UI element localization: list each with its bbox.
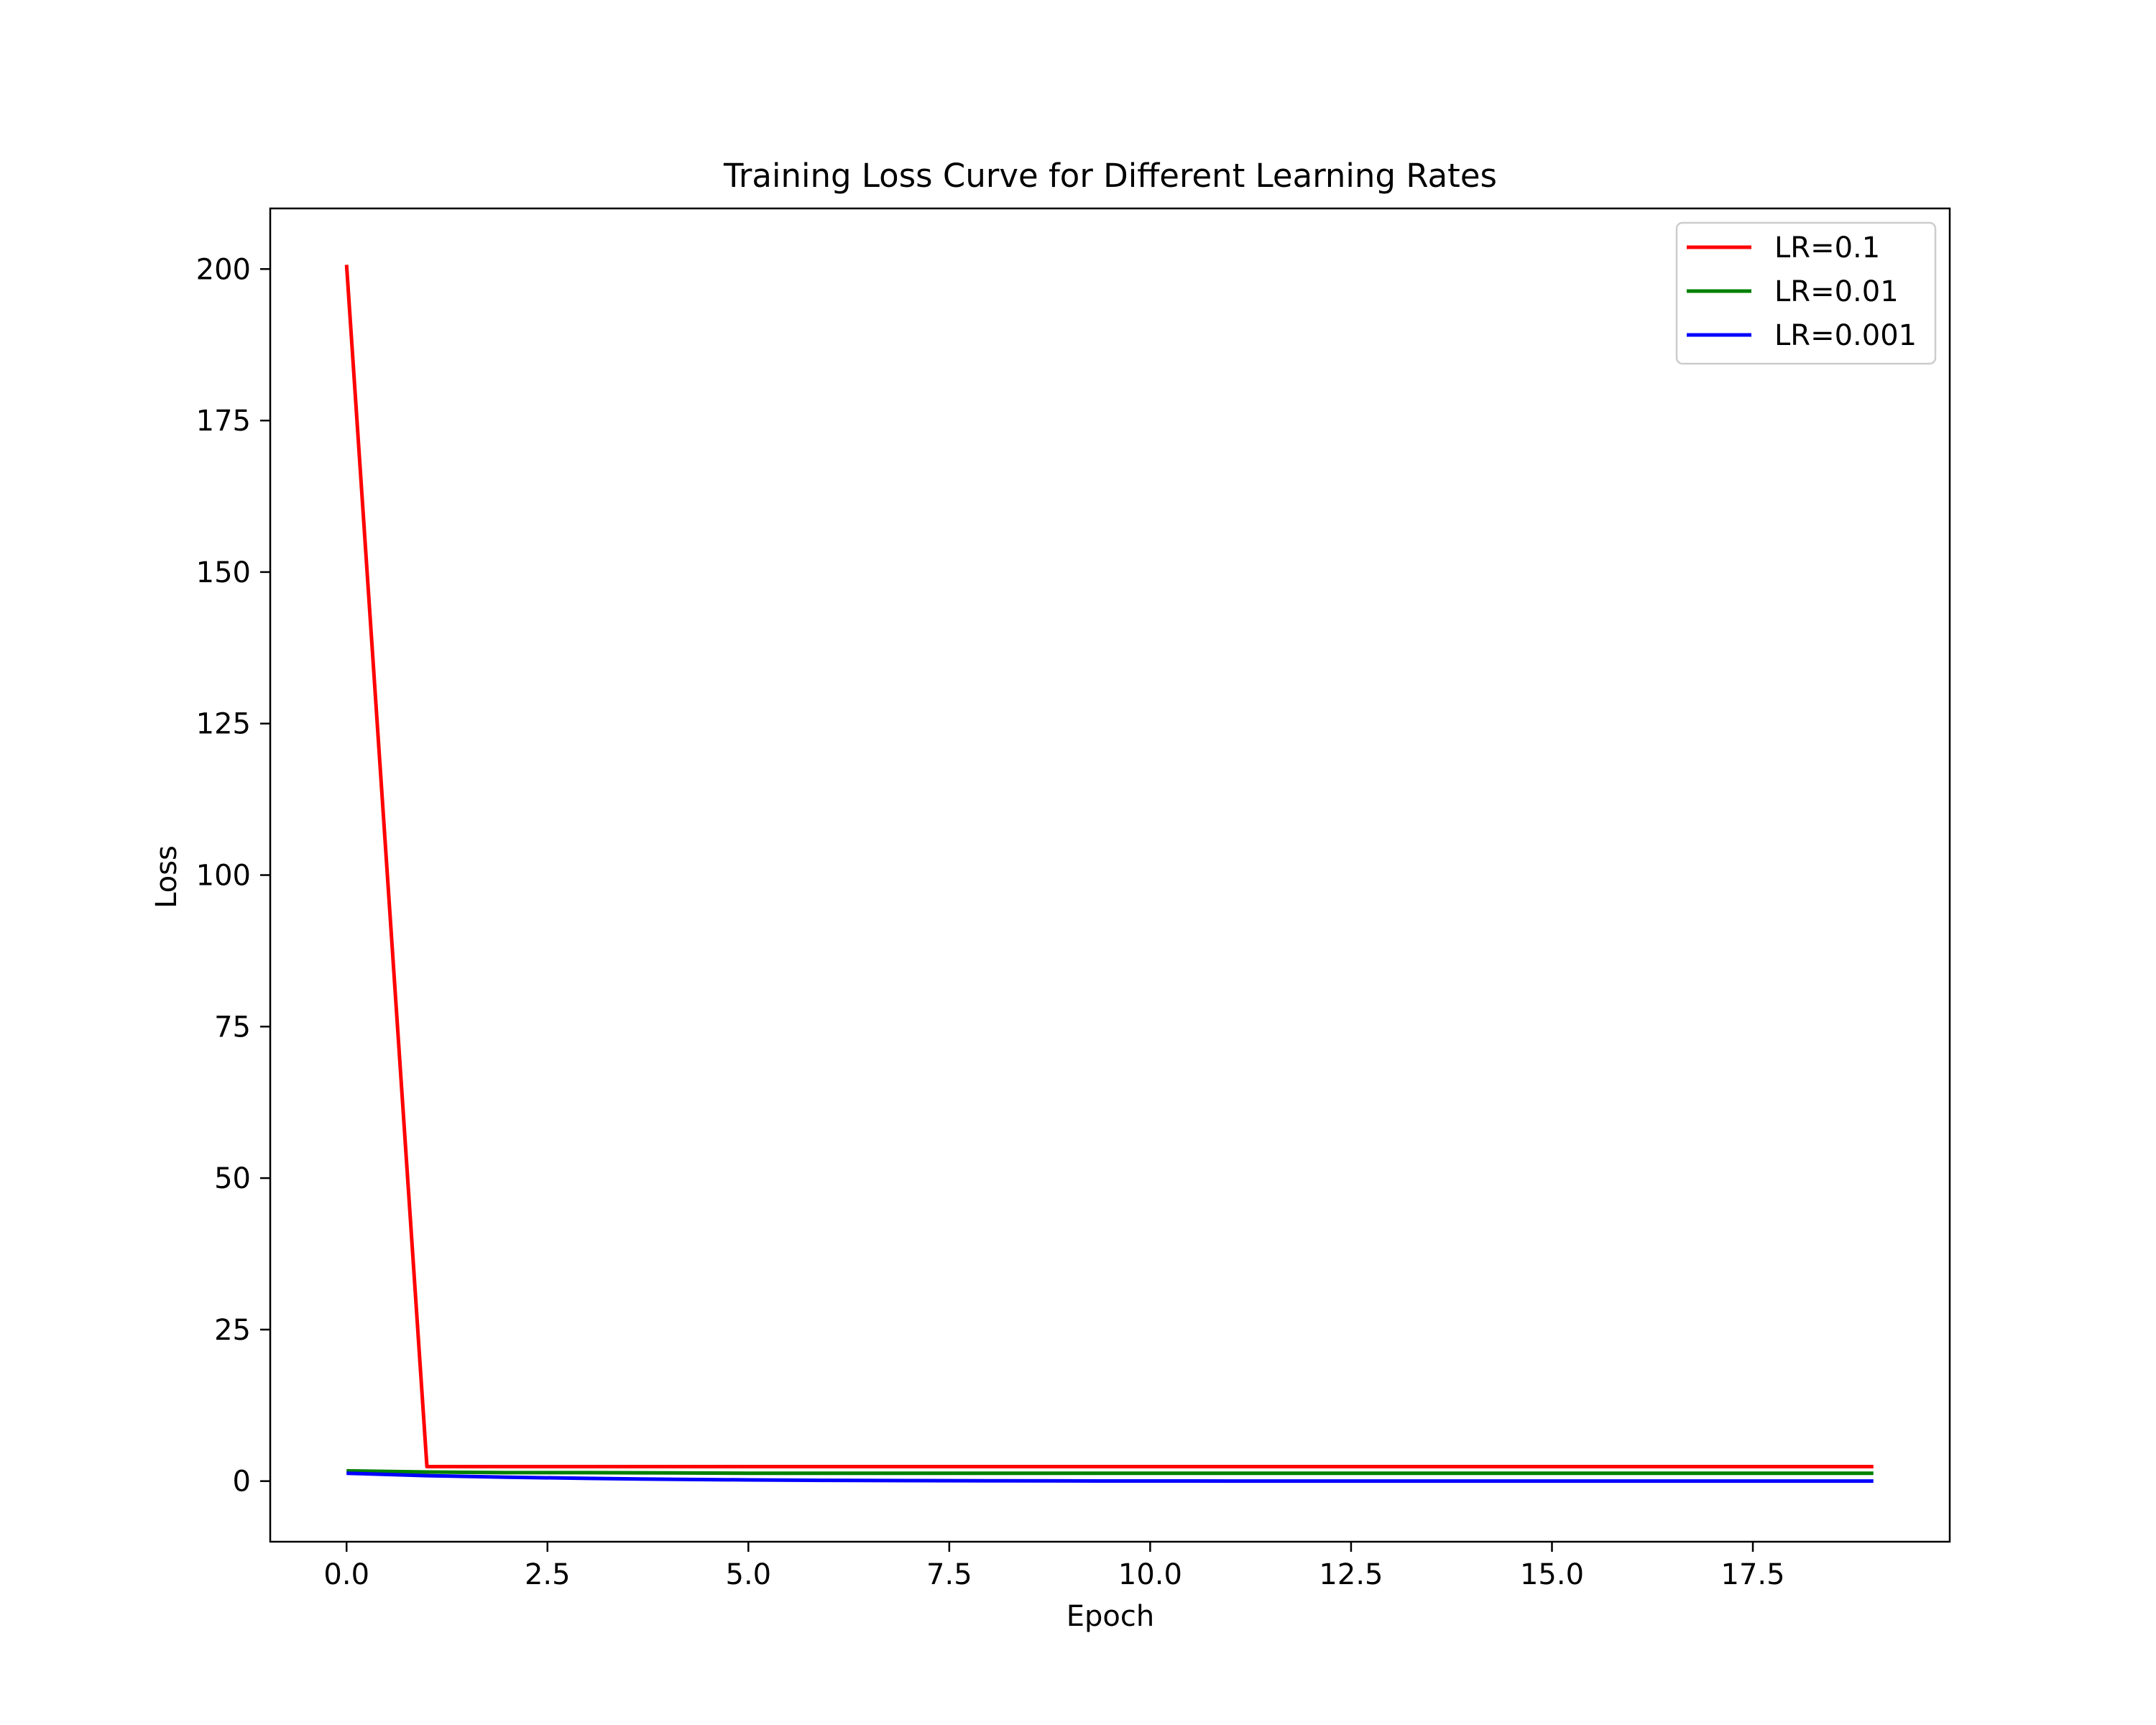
x-tick-label: 10.0 — [1118, 1558, 1182, 1591]
legend: LR=0.1 LR=0.01 LR=0.001 — [1675, 221, 1937, 365]
y-tick-label: 150 — [196, 556, 251, 589]
legend-label-2: LR=0.01 — [1774, 275, 1899, 308]
y-tick-label: 125 — [196, 708, 251, 741]
legend-label-3: LR=0.001 — [1774, 319, 1917, 352]
x-axis-label: Epoch — [1067, 1600, 1154, 1633]
x-tick-label: 7.5 — [926, 1558, 972, 1591]
x-tick-label: 15.0 — [1520, 1558, 1584, 1591]
y-tick-label: 25 — [214, 1314, 251, 1347]
y-tick-label: 175 — [196, 405, 251, 438]
y-axis-label: Loss — [150, 845, 183, 908]
x-tick-label: 5.0 — [726, 1558, 772, 1591]
y-tick-label: 50 — [214, 1162, 251, 1195]
chart-title: Training Loss Curve for Different Learni… — [723, 157, 1497, 195]
y-tick-label: 0 — [233, 1466, 251, 1499]
series-line-2 — [346, 1468, 1874, 1476]
x-tick-label: 2.5 — [525, 1558, 571, 1591]
y-tick-label: 100 — [196, 860, 251, 893]
y-tick-label: 75 — [214, 1011, 251, 1044]
series-line-3 — [346, 1471, 1874, 1484]
legend-box — [1675, 221, 1937, 365]
series-line-1 — [344, 264, 1874, 1468]
x-tick-label: 0.0 — [323, 1558, 369, 1591]
legend-label-1: LR=0.1 — [1774, 231, 1880, 264]
y-tick-label: 200 — [196, 253, 251, 286]
plot-area: 0.0 2.5 5.0 7.5 10.0 12.5 15.0 17.5 0 25 50 75 100 12… — [196, 207, 1951, 1591]
x-tick-label: 12.5 — [1319, 1558, 1383, 1591]
x-tick-label: 17.5 — [1721, 1558, 1785, 1591]
